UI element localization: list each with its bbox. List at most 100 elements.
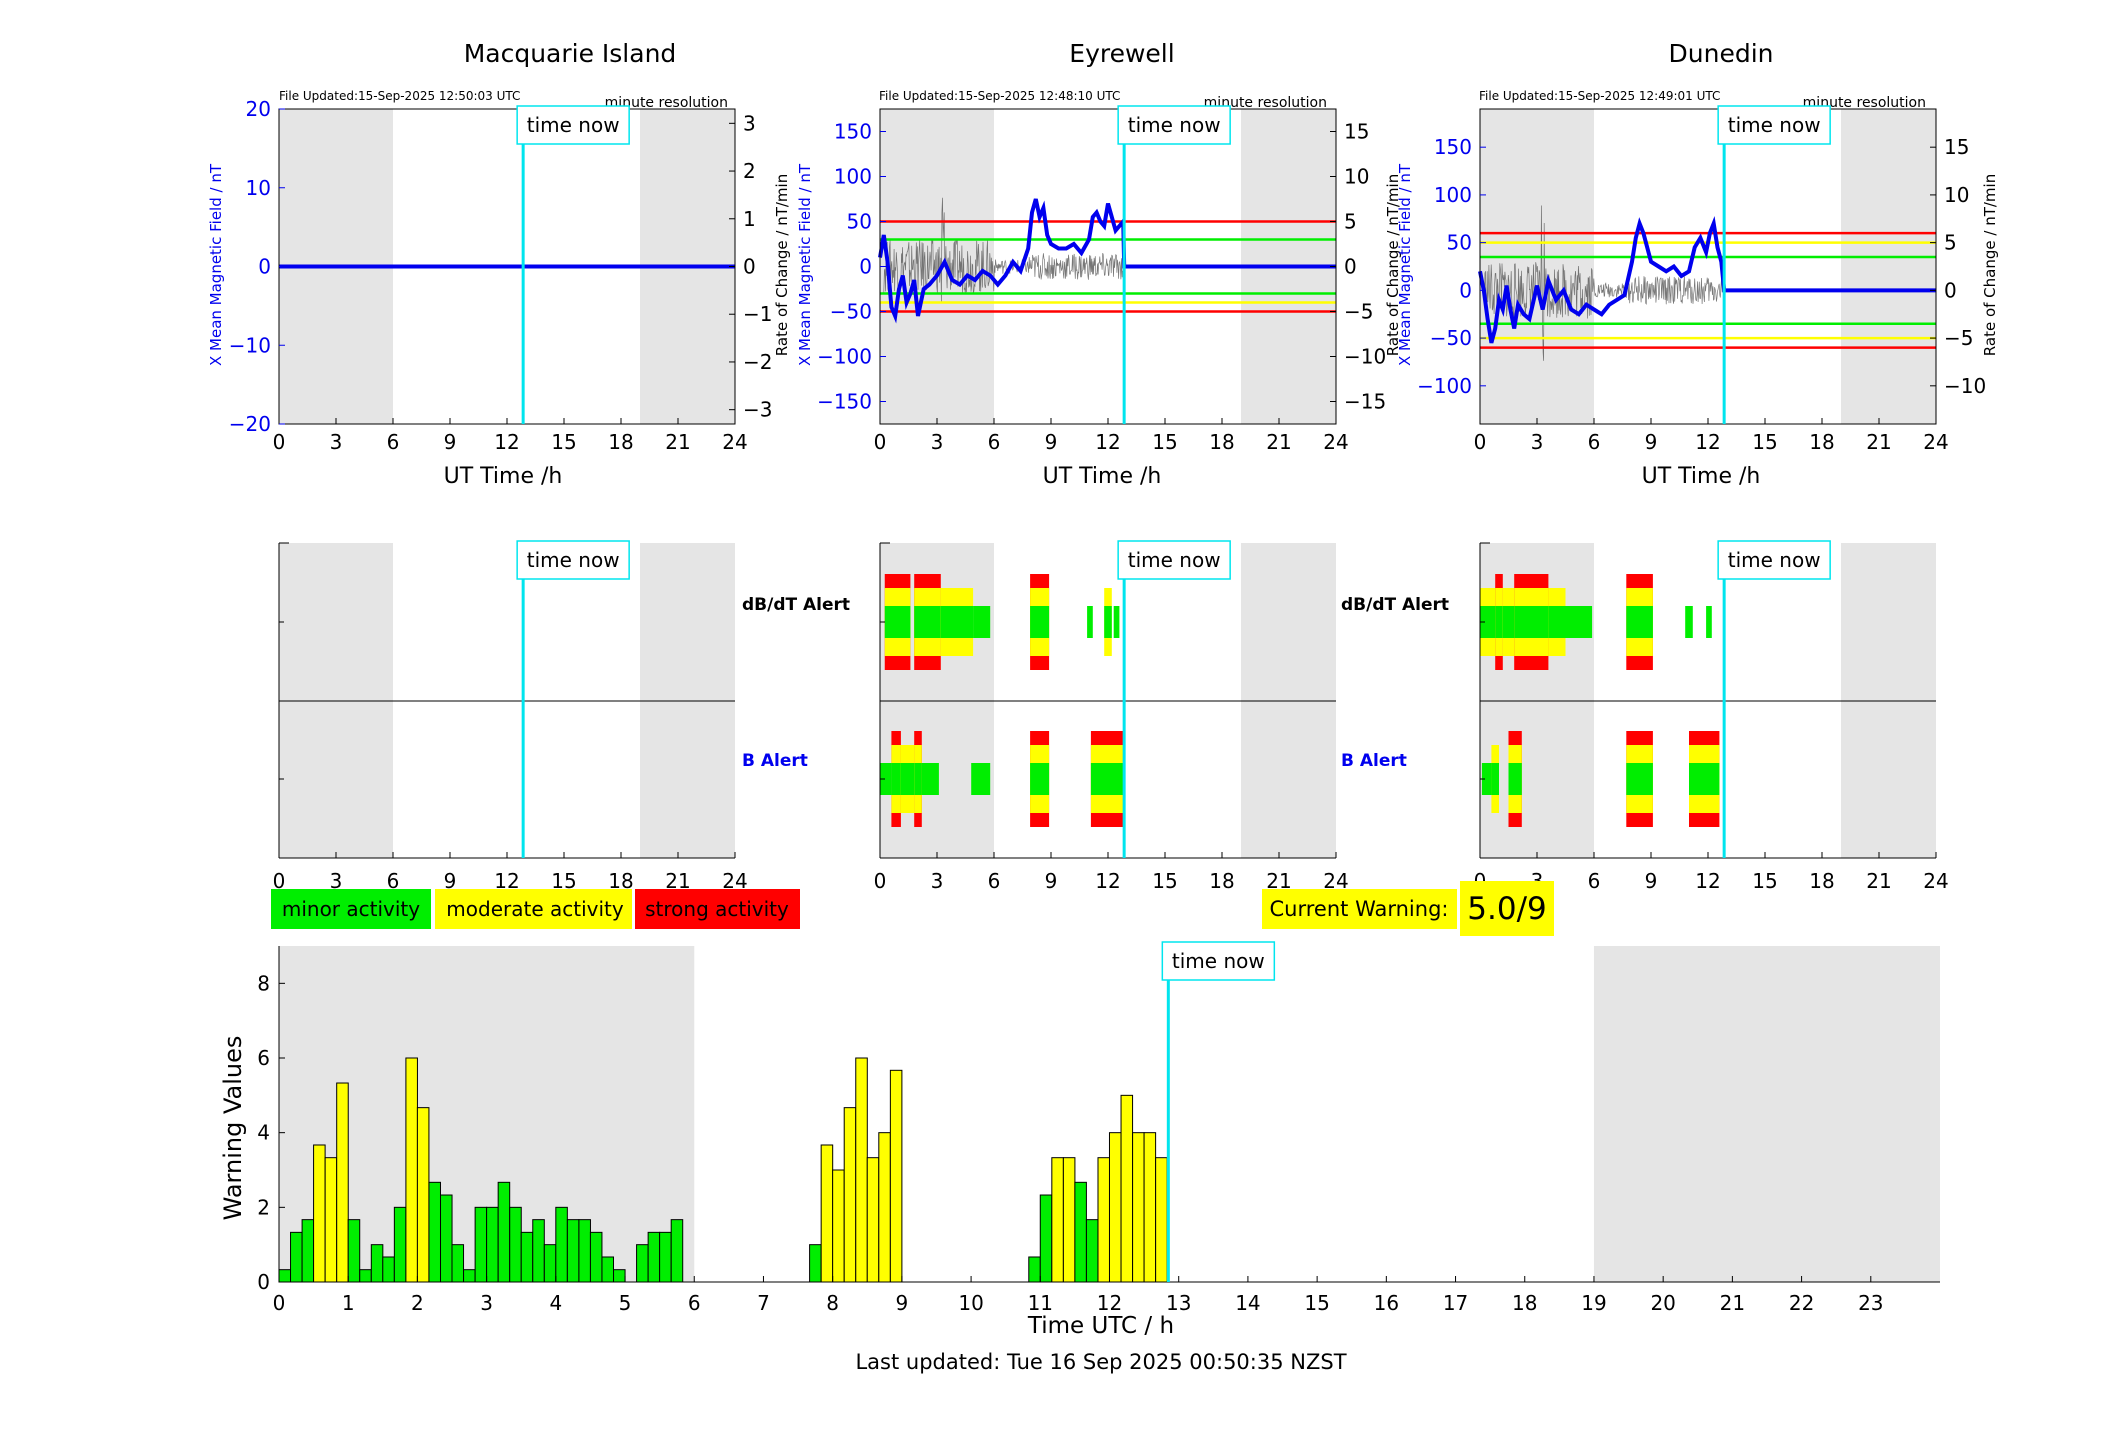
field-plot-macquarie: 0 3 6 9 12 15 18 21 24−20−1001020−3−2−10123time … [229,97,773,454]
warning-bar [1143,1132,1157,1283]
b-minor-bar [914,763,922,795]
x-tick-label: 0 [1474,430,1487,454]
y-tick-label: 10 [246,176,271,200]
warning-bar [1155,1157,1168,1283]
x-tick-label: 3 [330,869,343,893]
x-tick-label: 9 [896,1291,909,1315]
x-tick-label: 15 [1304,1291,1329,1315]
b-minor-bar [1090,763,1124,795]
ylabel-right-macquarie: Rate of Change / nT/min [773,174,791,356]
y-tick-label: 8 [257,971,270,995]
warning-bar [336,1082,349,1283]
warning-bar [428,1181,441,1283]
y-tick-label: −100 [817,345,872,369]
x-tick-label: 14 [1235,1291,1260,1315]
current-warning-label-box [1262,889,1457,929]
y-tick-label: 150 [1434,135,1472,159]
warning-bar [416,1107,430,1283]
x-tick-label: 15 [1152,430,1177,454]
warning-bar [520,1231,534,1283]
night-shade [1480,109,1594,424]
x-tick-label: 12 [1097,1291,1122,1315]
y-right-tick-label: 10 [1344,165,1369,189]
dbdt-minor-bar [1502,606,1515,638]
x-tick-label: 21 [1720,1291,1745,1315]
warning-bar [601,1256,615,1283]
x-tick-label: 16 [1374,1291,1399,1315]
y-tick-label: 20 [246,97,271,121]
ylabel-right-dunedin: Rate of Change / nT/min [1981,174,1999,356]
warning-bar [832,1169,845,1283]
x-tick-label: 18 [1512,1291,1537,1315]
x-tick-label: 7 [757,1291,770,1315]
y-tick-label: −10 [229,333,271,357]
y-right-tick-label: −10 [1944,374,1986,398]
b-minor-bar [1491,763,1499,795]
warning-bar [1108,1132,1122,1283]
y-right-tick-label: −3 [743,398,772,422]
x-tick-label: 23 [1858,1291,1883,1315]
warning-bar [566,1219,580,1283]
x-tick-label: 12 [1695,430,1720,454]
warning-bar [543,1244,557,1283]
x-tick-label: 18 [1209,869,1234,893]
x-tick-label: 18 [608,430,633,454]
xlabel-eyrewell: UT Time /h [1043,464,1162,489]
warning-bar [820,1144,834,1283]
time-now-label: time now [1128,113,1221,137]
x-tick-label: 9 [444,869,457,893]
x-tick-label: 21 [665,430,690,454]
rate-of-change-trace [883,197,1125,303]
warning-bar [647,1231,661,1283]
x-tick-label: 0 [273,430,286,454]
xlabel-macquarie: UT Time /h [444,464,563,489]
x-tick-label: 6 [387,430,400,454]
time-now-box [1161,941,1276,981]
warning-bar [670,1219,684,1283]
b-minor-bar [1689,763,1720,795]
dbdt-minor-bar [1030,606,1050,638]
x-tick-label: 21 [1266,430,1291,454]
warning-bar [497,1181,511,1283]
warning-bar [1120,1094,1134,1283]
y-right-tick-label: −10 [1344,345,1386,369]
night-shade [1593,946,1940,1282]
x-tick-label: 22 [1789,1291,1814,1315]
legend-moderate-swatch [435,889,632,929]
ylabel-left-dunedin: X Mean Magnetic Field / nT [1396,163,1414,366]
warning-bar [451,1244,465,1283]
x-tick-label: 18 [1809,430,1834,454]
y-tick-label: 50 [1447,231,1472,255]
warning-bar [474,1206,488,1283]
y-right-tick-label: 0 [743,255,756,279]
time-now-label: time now [1172,949,1265,973]
file-updated-dunedin: File Updated:15-Sep-2025 12:49:01 UTC [1479,89,1720,103]
y-tick-label: 6 [257,1046,270,1070]
x-tick-label: 6 [1588,430,1601,454]
y-right-tick-label: 15 [1344,120,1369,144]
x-tick-label: 10 [958,1291,983,1315]
dbdt-minor-bar [1565,606,1593,638]
x-tick-label: 4 [549,1291,562,1315]
warning-bar [855,1057,868,1283]
station-title-macquarie: Macquarie Island [464,39,677,68]
x-tick-label: 20 [1650,1291,1675,1315]
y-tick-label: 4 [257,1121,270,1145]
legend-moderate-label: moderate activity [446,897,624,921]
rate-of-change-trace [1483,205,1725,361]
x-tick-label: 0 [273,869,286,893]
current-warning: Current Warning: 5.0/9 [1262,881,1554,936]
b-minor-bar [1508,763,1522,795]
legend-strong-swatch [635,889,800,929]
y-right-tick-label: 2 [743,159,756,183]
warning-values-chart: 0 1 2 3 4 5 6 7 8 9 10 11 12 13 14 15 16 17 18 19 20 21 22 2302… [257,941,1940,1315]
field-series-line [1478,215,1936,344]
x-tick-label: 24 [722,430,747,454]
y-tick-label: −50 [830,300,872,324]
dbdt-minor-bar [884,606,911,638]
x-tick-label: 12 [494,430,519,454]
x-tick-label: 12 [1095,430,1120,454]
b-alert-label-2: B Alert [1341,751,1407,771]
